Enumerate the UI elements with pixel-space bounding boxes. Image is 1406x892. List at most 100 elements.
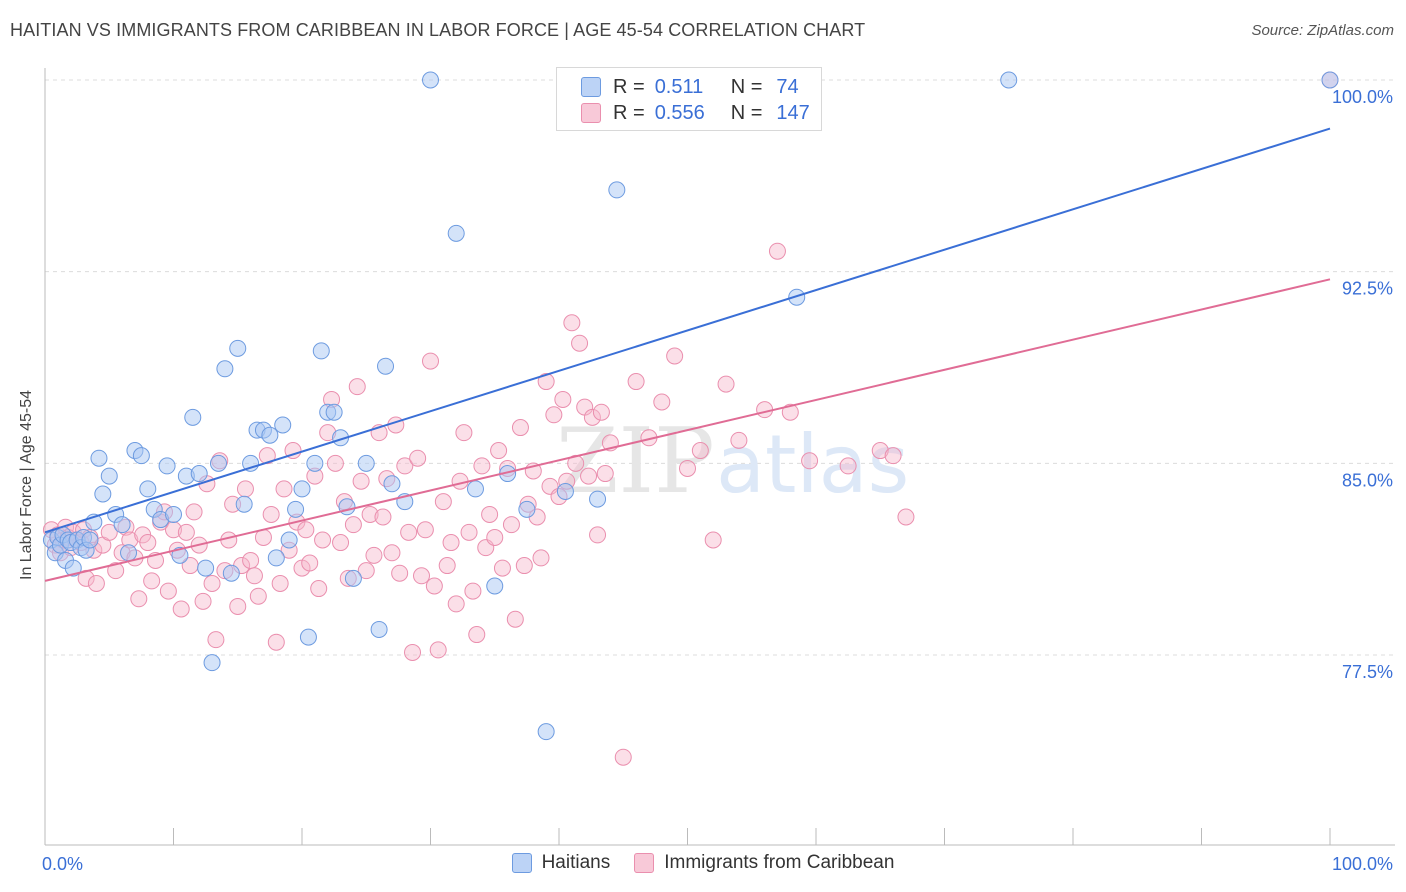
- caribbean-point: [177, 523, 195, 541]
- chart-title: HAITIAN VS IMMIGRANTS FROM CARIBBEAN IN …: [10, 20, 866, 40]
- legend-r-value: 0.556: [654, 101, 705, 124]
- caribbean-point: [545, 406, 563, 424]
- haitian-point: [325, 403, 343, 421]
- caribbean-point: [515, 557, 533, 575]
- haitian-point: [338, 498, 356, 516]
- watermark-atlas: atlas: [716, 418, 909, 511]
- legend-r-label: R =: [613, 101, 645, 124]
- haitian-point: [229, 339, 247, 357]
- caribbean-point: [262, 505, 280, 523]
- haitian-point: [608, 181, 626, 199]
- y-tick-label: 100.0%: [1332, 87, 1393, 107]
- caribbean-point: [691, 442, 709, 460]
- haitian-point: [113, 516, 131, 534]
- series-legend: Haitians Immigrants from Caribbean: [0, 852, 1406, 874]
- caribbean-point: [554, 390, 572, 408]
- haitian-point: [1000, 71, 1018, 89]
- legend-item-caribbean: Immigrants from Caribbean: [634, 852, 894, 874]
- y-tick-label: 85.0%: [1342, 470, 1393, 490]
- caribbean-point: [592, 403, 610, 421]
- source-label: Source: ZipAtlas.com: [1251, 22, 1394, 39]
- caribbean-point: [332, 534, 350, 552]
- haitian-point: [203, 654, 221, 672]
- legend-r-value: 0.511: [654, 75, 704, 98]
- caribbean-point: [511, 419, 529, 437]
- caribbean-point: [229, 597, 247, 615]
- caribbean-point: [442, 534, 460, 552]
- caribbean-point: [493, 559, 511, 577]
- legend-label-haitians: Haitians: [541, 852, 611, 873]
- legend-row-caribbean: R = 0.556 N = 147: [581, 100, 810, 126]
- watermark-zip: ZIP: [556, 409, 715, 514]
- caribbean-point: [666, 347, 684, 365]
- haitian-point: [100, 467, 118, 485]
- caribbean-point: [236, 480, 254, 498]
- caribbean-point: [203, 574, 221, 592]
- legend-n-value: 147: [776, 101, 810, 124]
- haitian-point: [299, 628, 317, 646]
- caribbean-point: [537, 373, 555, 391]
- haitian-point: [222, 564, 240, 582]
- haitian-point: [344, 569, 362, 587]
- caribbean-point: [344, 516, 362, 534]
- x-tick-label: 100.0%: [1332, 854, 1393, 874]
- stats-legend: R = 0.511 N = 74 R = 0.556 N = 147: [556, 67, 822, 131]
- haitian-point: [90, 449, 108, 467]
- haitian-point: [312, 342, 330, 360]
- legend-row-haitians: R = 0.511 N = 74: [581, 74, 799, 100]
- caribbean-point: [781, 403, 799, 421]
- haitian-point: [139, 480, 157, 498]
- caribbean-point: [267, 633, 285, 651]
- caribbean-point: [130, 590, 148, 608]
- watermark: ZIP atlas: [556, 409, 909, 514]
- caribbean-point: [271, 574, 289, 592]
- haitian-point: [267, 549, 285, 567]
- caribbean-point: [434, 493, 452, 511]
- caribbean-point: [583, 408, 601, 426]
- caribbean-point: [374, 508, 392, 526]
- x-tick-label: 0.0%: [42, 854, 83, 874]
- legend-label-caribbean: Immigrants from Caribbean: [664, 852, 895, 873]
- haitian-point: [261, 426, 279, 444]
- haitian-point: [377, 357, 395, 375]
- caribbean-point: [275, 480, 293, 498]
- caribbean-point: [801, 452, 819, 470]
- caribbean-point: [159, 582, 177, 600]
- caribbean-point: [245, 567, 263, 585]
- caribbean-point: [139, 534, 157, 552]
- caribbean-point: [383, 544, 401, 562]
- caribbean-point: [455, 424, 473, 442]
- caribbean-point: [310, 580, 328, 598]
- haitian-point: [447, 224, 465, 242]
- haitian-point: [132, 447, 150, 465]
- caribbean-point: [348, 378, 366, 396]
- caribbean-point: [284, 442, 302, 460]
- haitian-point: [589, 490, 607, 508]
- haitian-point: [383, 475, 401, 493]
- haitian-point: [280, 531, 298, 549]
- trend-lines: [44, 127, 1331, 582]
- caribbean-point: [839, 457, 857, 475]
- legend-swatch-blue: [511, 853, 532, 873]
- legend-swatch-pink: [581, 103, 601, 123]
- caribbean-point: [473, 457, 491, 475]
- haitian-point: [165, 505, 182, 523]
- legend-r-label: R =: [613, 75, 645, 98]
- caribbean-points: [42, 71, 1339, 766]
- caribbean-point: [258, 447, 276, 465]
- haitian-point: [370, 620, 388, 638]
- caribbean-point: [396, 457, 414, 475]
- haitian-point: [293, 480, 311, 498]
- haitian-point: [274, 416, 292, 434]
- legend-n-label: N =: [730, 101, 763, 124]
- haitian-point: [422, 71, 439, 89]
- haitian-point: [216, 360, 234, 378]
- caribbean-point: [185, 503, 203, 521]
- caribbean-point: [413, 567, 431, 585]
- caribbean-point: [571, 334, 589, 352]
- haitian-point: [357, 454, 375, 472]
- caribbean-point: [502, 516, 520, 534]
- caribbean-point: [730, 431, 748, 449]
- haitian-point: [287, 500, 305, 518]
- legend-item-haitians: Haitians: [511, 852, 611, 874]
